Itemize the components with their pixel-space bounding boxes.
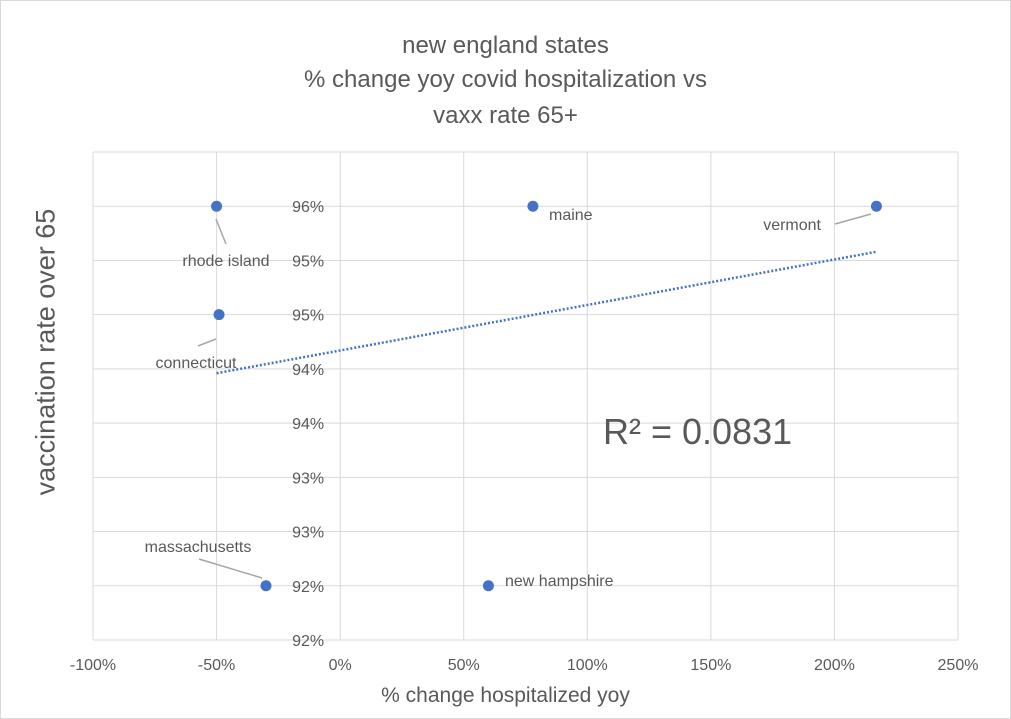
data-point bbox=[527, 200, 539, 212]
y-tick-label: 95% bbox=[292, 308, 324, 325]
x-tick-label: -100% bbox=[70, 657, 116, 674]
data-point bbox=[211, 200, 223, 212]
data-label: vermont bbox=[763, 217, 821, 234]
x-tick-label: 250% bbox=[938, 657, 979, 674]
y-tick-label: 92% bbox=[292, 579, 324, 596]
leader-line bbox=[198, 558, 263, 579]
leader-line bbox=[215, 218, 227, 245]
y-tick-label: 94% bbox=[292, 416, 324, 433]
y-tick-label: 96% bbox=[292, 199, 324, 216]
leader-line bbox=[197, 338, 217, 347]
y-tick-label: 93% bbox=[292, 470, 324, 487]
data-label: new hampshire bbox=[505, 573, 614, 590]
data-label: massachusetts bbox=[145, 539, 252, 556]
data-point bbox=[870, 200, 882, 212]
x-tick-label: 200% bbox=[814, 657, 855, 674]
data-point bbox=[213, 309, 225, 321]
y-tick-label: 95% bbox=[292, 253, 324, 270]
x-tick-label: 0% bbox=[329, 657, 352, 674]
data-label: maine bbox=[549, 207, 593, 224]
x-tick-label: 150% bbox=[690, 657, 731, 674]
x-tick-label: 100% bbox=[567, 657, 608, 674]
y-tick-label: 94% bbox=[292, 362, 324, 379]
chart-title-line-2: % change yoy covid hospitalization vs bbox=[304, 66, 707, 93]
data-label: connecticut bbox=[156, 355, 237, 372]
data-label: rhode island bbox=[182, 253, 269, 270]
leader-line bbox=[834, 213, 872, 225]
y-tick-label: 93% bbox=[292, 525, 324, 542]
r-squared-label: R² = 0.0831 bbox=[603, 411, 792, 452]
x-axis-title: % change hospitalized yoy bbox=[381, 684, 630, 707]
x-tick-label: -50% bbox=[198, 657, 235, 674]
y-tick-label: 92% bbox=[292, 633, 324, 650]
chart-title-line-3: vaxx rate 65+ bbox=[433, 102, 578, 129]
chart-title-line-1: new england states bbox=[402, 32, 609, 59]
data-point bbox=[482, 580, 494, 592]
data-point bbox=[260, 580, 272, 592]
x-tick-label: 50% bbox=[448, 657, 480, 674]
